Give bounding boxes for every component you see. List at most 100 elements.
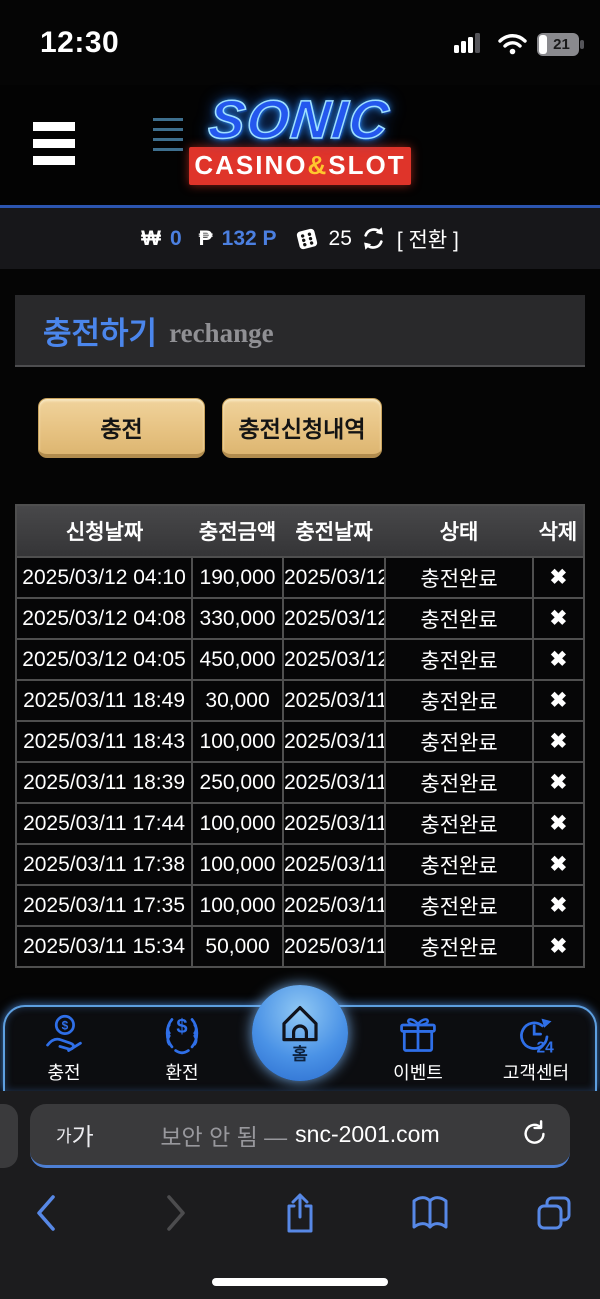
status-cell: 충전완료: [384, 679, 534, 722]
nav-item-recharge[interactable]: $ 충전: [5, 1007, 123, 1091]
request-date-cell: 2025/03/12 04:10: [15, 556, 194, 599]
recharge-date-cell: 2025/03/11: [281, 761, 387, 804]
status-cell: 충전완료: [384, 925, 534, 968]
browser-toolbar: [0, 1187, 600, 1239]
delete-button[interactable]: ✖: [531, 802, 585, 845]
amount-cell: 250,000: [191, 761, 284, 804]
table-row: 2025/03/11 17:35 100,000 2025/03/11 충전완료 ✖: [15, 884, 585, 927]
recharge-table: 신청날짜 충전금액 충전날짜 상태 삭제 2025/03/12 04:10 190,000…: [15, 504, 585, 1005]
share-button[interactable]: [274, 1187, 326, 1239]
table-row: 2025/03/11 18:49 30,000 2025/03/11 충전완료 ✖: [15, 679, 585, 722]
exchange-hands-icon: $: [165, 1016, 199, 1054]
recharge-history-button[interactable]: 충전신청내역: [222, 398, 382, 458]
status-cell: 충전완료: [384, 884, 534, 927]
logo-speed-lines: [153, 118, 183, 154]
status-cell: 충전완료: [384, 597, 534, 640]
deposit-hand-icon: $: [46, 1014, 82, 1052]
amount-cell: 100,000: [191, 843, 284, 886]
dice-icon: [296, 228, 317, 249]
status-cell: 충전완료: [384, 556, 534, 599]
recharge-date-cell: 2025/03/12: [281, 638, 387, 681]
recharge-date-cell: 2025/03/11: [281, 925, 387, 968]
request-date-cell: 2025/03/11 18:43: [15, 720, 194, 763]
nav-label: 이벤트: [393, 1062, 443, 1083]
bookmarks-button[interactable]: [404, 1187, 456, 1239]
table-row: 2025/03/11 17:38 100,000 2025/03/11 충전완료 ✖: [15, 843, 585, 886]
column-header: 신청날짜: [16, 505, 193, 557]
amount-cell: 100,000: [191, 802, 284, 845]
recharge-date-cell: 2025/03/12: [281, 597, 387, 640]
recharge-button[interactable]: 충전: [38, 398, 205, 458]
status-cell: 충전완료: [384, 802, 534, 845]
delete-button[interactable]: ✖: [531, 761, 585, 804]
recharge-date-cell: 2025/03/11: [281, 679, 387, 722]
forward-button[interactable]: [150, 1187, 202, 1239]
recharge-date-cell: 2025/03/11: [281, 720, 387, 763]
table-row: 2025/03/11 18:39 250,000 2025/03/11 충전완료 ✖: [15, 761, 585, 804]
site-logo[interactable]: SONIC CASINO&SLOT: [0, 89, 600, 185]
delete-button[interactable]: ✖: [531, 679, 585, 722]
table-row: 2025/03/12 04:10 190,000 2025/03/12 충전완료 ✖: [15, 556, 585, 599]
status-bar: 12:30 21: [0, 0, 600, 85]
table-row: 2025/03/11 15:34 50,000 2025/03/11 충전완료 ✖: [15, 925, 585, 968]
clock: 12:30: [40, 26, 120, 59]
nav-item-home[interactable]: 홈: [252, 985, 348, 1081]
request-date-cell: 2025/03/11 15:34: [15, 925, 194, 968]
won-balance: 0: [169, 226, 182, 250]
delete-button[interactable]: ✖: [531, 597, 585, 640]
point-balance: 132 P: [221, 226, 277, 250]
table-header-row: 신청날짜 충전금액 충전날짜 상태 삭제: [16, 505, 584, 557]
page-subtitle: rechange: [169, 317, 274, 348]
previous-tab-edge[interactable]: [0, 1104, 18, 1168]
status-cell: 충전완료: [384, 720, 534, 763]
balance-bar: ₩ 0 ₱ 132 P 25 [ 전환 ]: [0, 208, 600, 269]
delete-button[interactable]: ✖: [531, 843, 585, 886]
menu-icon[interactable]: [33, 122, 75, 166]
request-date-cell: 2025/03/11 18:49: [15, 679, 194, 722]
recharge-date-cell: 2025/03/11: [281, 802, 387, 845]
svg-text:24: 24: [536, 1039, 554, 1056]
refresh-balance-icon[interactable]: [361, 226, 386, 251]
amount-cell: 100,000: [191, 884, 284, 927]
recharge-date-cell: 2025/03/12: [281, 556, 387, 599]
nav-label: 환전: [165, 1062, 199, 1083]
request-date-cell: 2025/03/11 17:38: [15, 843, 194, 886]
tabs-button[interactable]: [528, 1187, 580, 1239]
delete-button[interactable]: ✖: [531, 925, 585, 968]
nav-item-exchange[interactable]: $ 환전: [123, 1007, 241, 1091]
svg-text:$: $: [62, 1018, 69, 1032]
ticket-count: 25: [328, 226, 352, 250]
nav-label: 충전: [47, 1062, 81, 1083]
site-header: SONIC CASINO&SLOT: [0, 85, 600, 205]
delete-button[interactable]: ✖: [531, 556, 585, 599]
nav-item-support[interactable]: 24 고객센터: [477, 1007, 595, 1091]
support-24h-icon: 24: [520, 1018, 554, 1056]
column-header: 충전금액: [192, 505, 283, 557]
table-row: 2025/03/11 18:43 100,000 2025/03/11 충전완료 ✖: [15, 720, 585, 763]
request-date-cell: 2025/03/12 04:05: [15, 638, 194, 681]
home-icon: [282, 1006, 318, 1042]
reload-button[interactable]: [520, 1119, 550, 1154]
peso-symbol: ₱: [198, 226, 213, 250]
page-title-panel: 충전하기 rechange: [15, 295, 585, 367]
convert-button[interactable]: [ 전환 ]: [396, 228, 459, 252]
nav-item-event[interactable]: 이벤트: [359, 1007, 477, 1091]
request-date-cell: 2025/03/11 17:44: [15, 802, 194, 845]
battery-percent: 21: [553, 35, 570, 53]
status-cell: 충전완료: [384, 843, 534, 886]
header-divider: [0, 205, 600, 208]
home-indicator[interactable]: [212, 1278, 388, 1286]
delete-button[interactable]: ✖: [531, 884, 585, 927]
page-title: 충전하기: [43, 315, 158, 351]
delete-button[interactable]: ✖: [531, 638, 585, 681]
table-row: 2025/03/12 04:05 450,000 2025/03/12 충전완료 ✖: [15, 638, 585, 681]
request-date-cell: 2025/03/11 17:35: [15, 884, 194, 927]
recharge-date-cell: 2025/03/11: [281, 884, 387, 927]
status-cell: 충전완료: [384, 761, 534, 804]
back-button[interactable]: [20, 1187, 72, 1239]
delete-button[interactable]: ✖: [531, 720, 585, 763]
